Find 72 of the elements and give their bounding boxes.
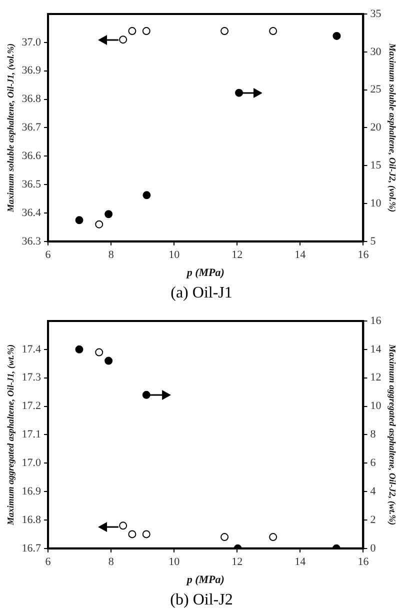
- point: [142, 27, 150, 36]
- point: [235, 88, 244, 97]
- point: [104, 210, 113, 218]
- y2-tick-label: 10: [370, 197, 382, 210]
- y-tick-label: 17.0: [22, 457, 42, 470]
- y2-tick-label: 15: [370, 159, 382, 172]
- y-tick-label: 16.7: [22, 542, 42, 554]
- x-tick-label: 6: [45, 556, 52, 568]
- y-tick-label: 16.9: [22, 485, 42, 498]
- y-tick-label: 36.4: [22, 206, 42, 219]
- y2-tick-label: 4: [370, 485, 376, 498]
- x-tick-label: 14: [294, 556, 306, 568]
- y2-tick-label: 14: [370, 343, 382, 356]
- y-tick-label: 16.8: [22, 514, 42, 526]
- y-tick-label: 17.1: [22, 428, 42, 441]
- x-tick-label: 16: [358, 556, 370, 568]
- y2-axis-title: Maximum aggregated asphaltene, Oil-J2, (wt.%): [387, 343, 398, 526]
- x-tick-label: 16: [358, 248, 370, 261]
- y-tick-label: 36.7: [22, 122, 42, 134]
- x-axis-title: p (MPa): [186, 574, 224, 586]
- x-tick-label: 10: [168, 248, 180, 261]
- y-tick-label: 17.2: [22, 400, 42, 412]
- y2-tick-label: 30: [370, 46, 382, 58]
- y-tick-label: 36.9: [22, 64, 42, 77]
- y2-tick-label: 16: [370, 314, 382, 327]
- y-tick-label: 37.0: [22, 36, 42, 48]
- y-tick-label: 36.5: [22, 178, 42, 190]
- text: (b) Oil-J2: [170, 592, 233, 609]
- x-tick-label: 14: [294, 248, 306, 261]
- point: [142, 191, 151, 200]
- y2-tick-label: 12: [370, 372, 382, 384]
- y-axis-title: Maximum soluble asphaltene, Oil-J1, (vol.%): [6, 43, 16, 214]
- point: [95, 220, 104, 228]
- point: [128, 530, 136, 538]
- point: [220, 533, 229, 542]
- point: [142, 390, 150, 399]
- y-tick-label: 17.4: [22, 343, 42, 356]
- point: [119, 522, 128, 530]
- point: [75, 345, 84, 354]
- point: [269, 533, 278, 542]
- x-tick-label: 10: [168, 556, 180, 568]
- y2-tick-label: 10: [370, 400, 382, 412]
- y2-tick-label: 2: [370, 514, 376, 526]
- point: [332, 32, 341, 40]
- y2-tick-label: 5: [370, 235, 376, 248]
- y2-tick-label: 0: [370, 542, 376, 554]
- x-tick-label: 8: [108, 248, 114, 261]
- y2-tick-label: 35: [370, 8, 382, 20]
- point: [142, 530, 150, 538]
- x-tick-label: 8: [108, 556, 114, 568]
- y2-axis-title: Maximum soluble asphaltene, Oil-J2, (vol.%): [387, 42, 398, 212]
- point: [75, 216, 84, 224]
- y-tick-label: 36.3: [22, 235, 42, 248]
- y2-tick-label: 6: [370, 457, 376, 470]
- point: [128, 27, 136, 36]
- y2-tick-label: 25: [370, 84, 382, 96]
- y2-tick-label: 20: [370, 122, 382, 134]
- y-axis-title: Maximum aggregated asphaltene, Oil-J1, (wt.%): [6, 344, 16, 526]
- point: [95, 348, 104, 356]
- y2-tick-label: 8: [370, 428, 376, 441]
- x-axis-title: p (MPa): [186, 267, 224, 280]
- x-tick-label: 12: [232, 248, 243, 261]
- point: [119, 36, 128, 44]
- text: (a) Oil-J1: [170, 284, 232, 302]
- y-tick-label: 36.6: [22, 150, 42, 162]
- point: [220, 27, 229, 36]
- point: [104, 356, 113, 365]
- y-tick-label: 17.3: [22, 372, 42, 384]
- y-tick-label: 36.8: [22, 93, 42, 106]
- point: [269, 27, 278, 36]
- x-tick-label: 12: [232, 556, 243, 568]
- x-tick-label: 6: [45, 248, 52, 261]
